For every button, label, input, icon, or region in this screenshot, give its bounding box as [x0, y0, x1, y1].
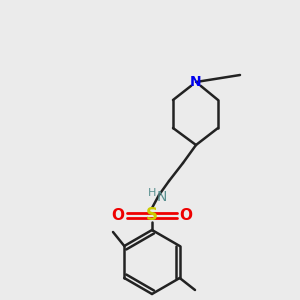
Text: O: O [179, 208, 193, 223]
Text: O: O [112, 208, 124, 223]
Text: N: N [190, 75, 202, 89]
Text: N: N [157, 190, 167, 204]
Text: H: H [148, 188, 156, 198]
Text: S: S [146, 206, 158, 224]
